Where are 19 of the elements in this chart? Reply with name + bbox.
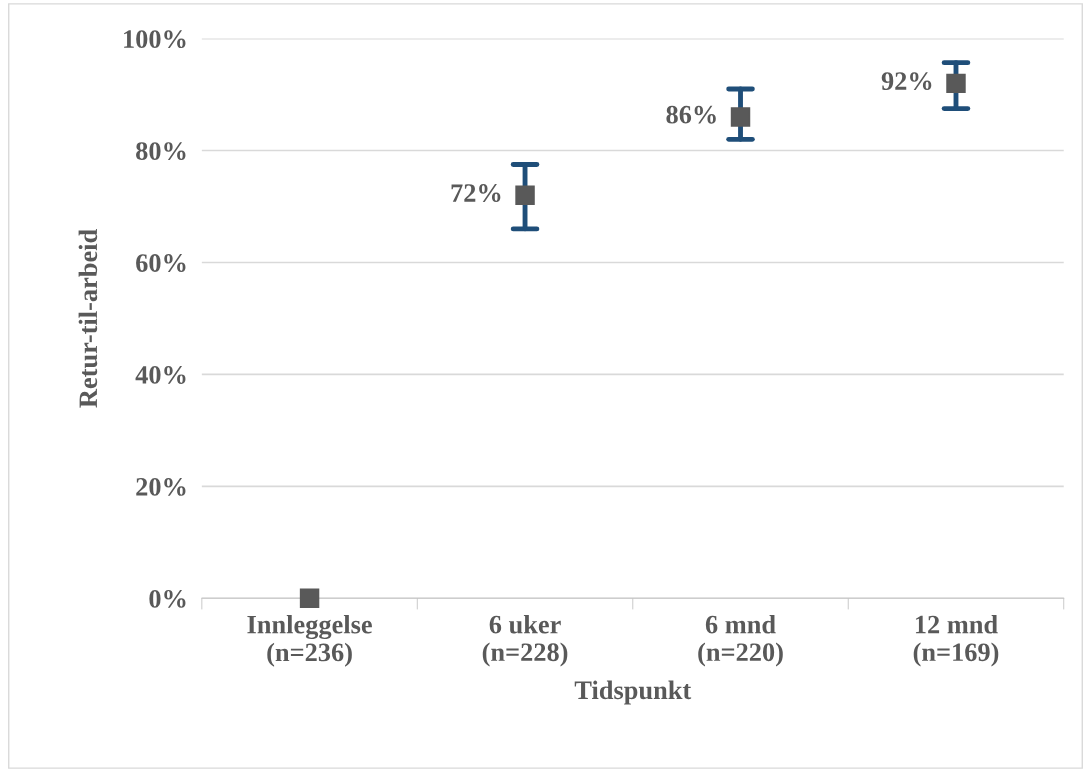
y-tick-label: 60% xyxy=(136,254,186,272)
data-label: 92% xyxy=(881,72,932,91)
point xyxy=(299,588,320,609)
y-tick-label: 0% xyxy=(149,589,186,608)
y-tick-label: 80% xyxy=(136,142,186,161)
y-tick-label: 100% xyxy=(124,30,186,49)
y-tick-label: 20% xyxy=(136,477,186,496)
x-tick-label: 12 mnd (n=169) xyxy=(913,614,999,667)
point xyxy=(946,73,966,94)
point xyxy=(515,185,535,206)
y-tick-label: 40% xyxy=(135,366,186,384)
x-tick-label: 6 mnd (n=220) xyxy=(698,614,783,667)
x-axis-title: Tidspunkt xyxy=(574,680,692,705)
point xyxy=(730,107,751,127)
data-label: 86% xyxy=(666,105,716,124)
x-tick-label: 6 uker (n=228) xyxy=(482,614,568,667)
data-label: 72% xyxy=(451,184,501,203)
x-tick-label: Innleggelse (n=236) xyxy=(247,614,372,667)
y-axis-title: Retur-til-arbeid xyxy=(78,229,98,408)
